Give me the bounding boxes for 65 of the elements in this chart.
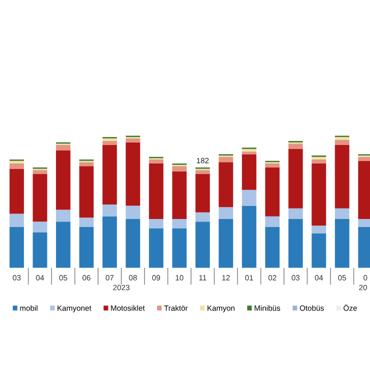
bar [242,152,256,154]
bar [334,208,350,219]
bar [172,171,187,219]
bar [218,156,234,162]
bar [148,160,164,164]
bar [126,138,140,142]
bar [242,190,256,206]
bar [334,140,350,145]
bar [218,162,234,208]
bar [195,174,210,212]
bar [312,226,326,234]
bar [79,218,94,227]
bar [79,166,94,218]
bar [218,207,234,219]
bar [265,216,280,227]
bar [195,212,210,222]
bar [10,226,24,268]
bar [195,222,210,268]
bar [10,160,24,164]
bar [32,174,48,222]
bar [288,144,303,149]
bar [312,234,326,268]
bar [288,208,303,219]
bar [265,167,280,216]
bar [126,206,140,219]
bar [172,218,187,228]
bar [32,232,48,268]
bar [126,142,140,206]
bar [126,218,140,268]
bar [79,162,94,166]
bar [56,222,70,268]
bar [56,210,70,222]
bar [102,141,117,145]
bar [242,206,256,268]
bar [288,148,303,208]
bar [195,170,210,174]
bar [10,163,24,169]
bar [218,218,234,268]
bar [288,218,303,268]
bar [242,148,256,152]
bar [148,218,164,228]
bar [312,160,326,164]
bar [172,228,187,268]
bar [334,218,350,268]
bar [10,168,24,214]
bar [172,166,187,172]
bar [265,163,280,168]
bar [148,163,164,219]
bar [265,226,280,268]
bar [10,214,24,227]
bar [312,163,326,226]
bar [56,150,70,210]
bar [102,216,117,268]
bar [56,144,70,150]
bar [102,138,117,142]
bar [334,137,350,140]
bar [32,170,48,174]
bar [102,204,117,216]
bar [334,144,350,208]
bar [32,222,48,232]
bar [148,228,164,268]
bar [242,154,256,190]
bar [312,156,326,160]
bar [79,226,94,268]
bar [102,144,117,204]
